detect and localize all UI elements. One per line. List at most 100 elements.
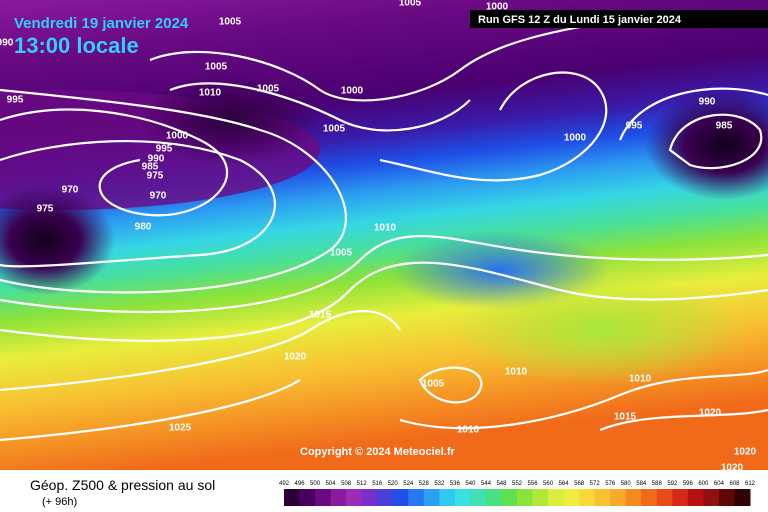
isobar xyxy=(379,71,608,182)
field-shade xyxy=(450,275,750,385)
isobar-label: 1000 xyxy=(486,2,509,13)
isobar-label: 980 xyxy=(135,222,152,233)
isobar-label: 1000 xyxy=(341,86,364,97)
scale-label: 564 xyxy=(559,481,570,487)
isobar-label: 1025 xyxy=(169,423,192,434)
map-time: 13:00 locale xyxy=(14,33,139,58)
scale-cell xyxy=(408,489,425,506)
scale-cell xyxy=(299,489,316,506)
scale-label: 548 xyxy=(496,481,507,487)
scale-cell xyxy=(377,489,394,506)
scale-cell xyxy=(346,489,363,506)
legend-title: Géop. Z500 & pression au sol xyxy=(30,477,215,493)
isobar-label: 1020 xyxy=(699,408,722,419)
scale-cell xyxy=(315,489,332,506)
scale-cell xyxy=(517,489,534,506)
scale-label: 596 xyxy=(683,481,694,487)
scale-label: 508 xyxy=(341,481,352,487)
scale-cell xyxy=(392,489,409,506)
isobar-label: 1020 xyxy=(284,352,307,363)
scale-label: 516 xyxy=(372,481,383,487)
scale-label: 532 xyxy=(434,481,445,487)
scale-label: 584 xyxy=(636,481,647,487)
scale-label: 580 xyxy=(621,481,632,487)
isobar-label: 1010 xyxy=(457,425,480,436)
isobar-label: 975 xyxy=(147,171,164,182)
isobar xyxy=(0,88,347,294)
isobar-label: 990 xyxy=(0,38,14,49)
scale-cell xyxy=(361,489,378,506)
copyright: Copyright © 2024 Meteociel.fr xyxy=(300,446,456,458)
scale-label: 592 xyxy=(667,481,678,487)
scale-label: 544 xyxy=(481,481,492,487)
isobar-label: 1010 xyxy=(374,223,397,234)
scale-cell xyxy=(563,489,580,506)
isobar-label: 1005 xyxy=(219,17,242,28)
isobar-label: 1005 xyxy=(422,379,445,390)
isobar xyxy=(399,368,768,430)
scale-label: 608 xyxy=(729,481,740,487)
run-info: Run GFS 12 Z du Lundi 15 janvier 2024 xyxy=(478,14,682,26)
scale-cell xyxy=(330,489,347,506)
scale-label: 520 xyxy=(388,481,399,487)
scale-cell xyxy=(594,489,611,506)
scale-cell xyxy=(485,489,502,506)
isobar-label: 995 xyxy=(7,95,24,106)
scale-cell xyxy=(454,489,471,506)
isobar xyxy=(418,366,483,404)
isobar-label: 1005 xyxy=(330,248,353,259)
low-pressure-core xyxy=(140,75,320,165)
scale-cell xyxy=(687,489,704,506)
scale-cell xyxy=(718,489,735,506)
legend-subtitle: (+ 96h) xyxy=(42,496,77,508)
isobar-label: 1000 xyxy=(166,131,189,142)
map-date: Vendredi 19 janvier 2024 xyxy=(14,15,189,32)
scale-cell xyxy=(610,489,627,506)
isobar-label: 985 xyxy=(716,121,733,132)
isobar-label: 975 xyxy=(37,204,54,215)
isobar xyxy=(668,113,763,170)
isobar xyxy=(599,408,768,432)
scale-cell xyxy=(501,489,518,506)
map: 1005100510009901005101010051000995990985… xyxy=(0,0,768,474)
isobar-label: 1000 xyxy=(564,133,587,144)
scale-label: 492 xyxy=(279,481,290,487)
scale-cell xyxy=(532,489,549,506)
scale-cell xyxy=(656,489,673,506)
scale-label: 552 xyxy=(512,481,523,487)
scale-label: 540 xyxy=(465,481,476,487)
scale-cell xyxy=(703,489,720,506)
run-banner xyxy=(470,10,768,28)
isobar-label: 1005 xyxy=(257,84,280,95)
scale-label: 572 xyxy=(590,481,601,487)
geopotential-field xyxy=(0,0,768,470)
scale-cell xyxy=(439,489,456,506)
isobar-label: 1015 xyxy=(614,412,637,423)
scale-cell xyxy=(548,489,565,506)
scale-label: 604 xyxy=(714,481,725,487)
isobar-label: 995 xyxy=(156,144,173,155)
scale-label: 504 xyxy=(326,481,337,487)
isobar xyxy=(0,379,301,442)
isobar-label: 1020 xyxy=(721,463,744,474)
isobars xyxy=(0,18,768,442)
scale-label: 588 xyxy=(652,481,663,487)
isobar xyxy=(169,82,471,132)
isobar-label: 990 xyxy=(148,154,165,165)
scale-cell xyxy=(284,489,301,506)
isobar-label: 995 xyxy=(626,121,643,132)
isobar xyxy=(149,18,621,102)
isobar-labels: 1005100510009901005101010051000995990985… xyxy=(0,0,757,474)
scale-cell xyxy=(470,489,487,506)
isobar xyxy=(0,108,229,217)
scale-label: 512 xyxy=(357,481,368,487)
isobar-label: 990 xyxy=(699,97,716,108)
scale-label: 500 xyxy=(310,481,321,487)
scale-cell xyxy=(734,489,751,506)
scale-label: 612 xyxy=(745,481,756,487)
isobar xyxy=(0,139,276,268)
color-scale: 492 496 500 504 508 512 516 520 524 528 532 536 540 5… xyxy=(279,481,756,506)
isobar-label: 1020 xyxy=(734,447,757,458)
